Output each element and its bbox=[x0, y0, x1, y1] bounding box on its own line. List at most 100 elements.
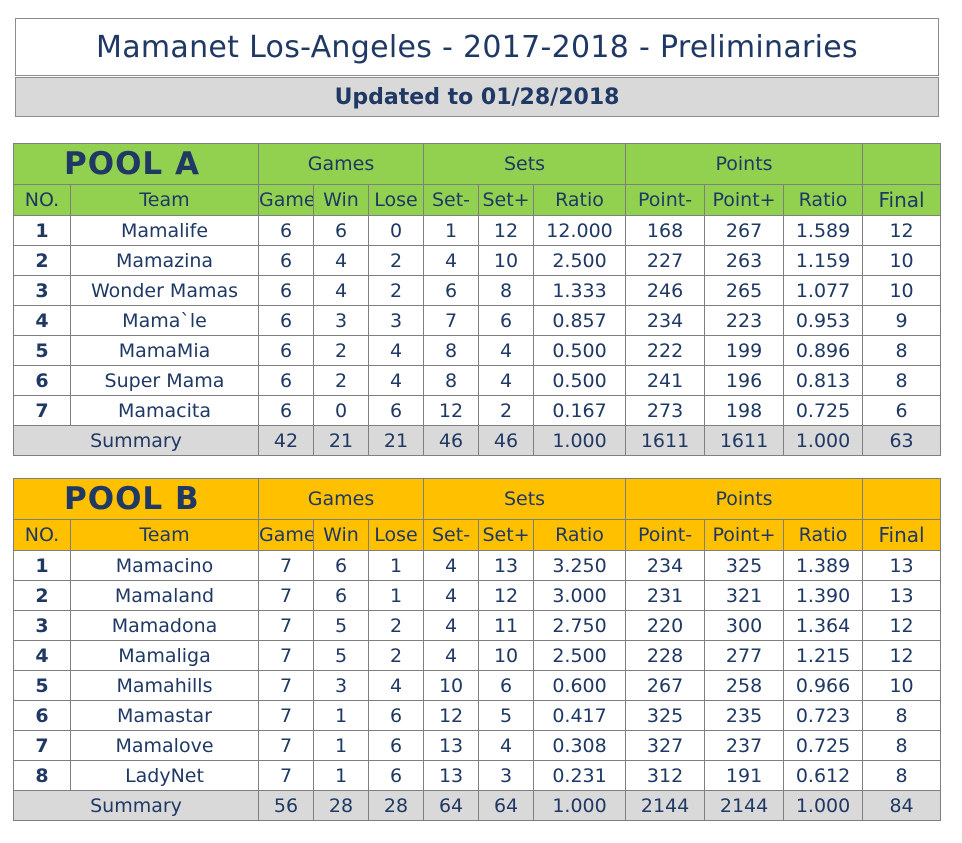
cell-win: 4 bbox=[313, 275, 369, 306]
cell-team: Super Mama bbox=[70, 365, 259, 396]
column-header-game: Game bbox=[258, 184, 314, 216]
cell-set-plus: 4 bbox=[478, 365, 535, 396]
cell-lose: 0 bbox=[367, 215, 425, 246]
table-row: 2 Mamazina 6 4 2 4 10 2.500 227 263 1.159 10 bbox=[13, 245, 942, 276]
cell-set-plus: 10 bbox=[478, 640, 535, 671]
cell-point-minus: 234 bbox=[625, 305, 706, 336]
column-header-final: Final bbox=[862, 184, 942, 216]
column-header-point-minus: Point- bbox=[625, 184, 706, 216]
cell-point-plus: 321 bbox=[704, 580, 785, 611]
cell-team: MamaMia bbox=[70, 335, 259, 366]
sets-group-header: Sets bbox=[423, 143, 627, 185]
cell-set-minus: 13 bbox=[423, 730, 480, 761]
cell-set-minus: 4 bbox=[423, 640, 480, 671]
cell-lose: 6 bbox=[368, 700, 425, 731]
summary-cell-point-ratio: 1.000 bbox=[783, 790, 864, 821]
cell-point-minus: 327 bbox=[625, 730, 706, 761]
column-header-final: Final bbox=[862, 519, 942, 551]
cell-set-minus: 8 bbox=[423, 335, 480, 366]
cell-game: 7 bbox=[258, 760, 315, 791]
summary-cell-set-ratio: 1.000 bbox=[533, 790, 627, 821]
cell-no: 1 bbox=[13, 550, 71, 581]
cell-no: 3 bbox=[13, 610, 71, 641]
table-row: 1 Mamacino 7 6 1 4 13 3.250 234 325 1.389 13 bbox=[13, 550, 942, 581]
cell-point-ratio: 1.390 bbox=[783, 580, 864, 611]
cell-point-minus: 312 bbox=[625, 760, 706, 791]
cell-win: 2 bbox=[313, 335, 369, 366]
column-header-row: NO. Team Game Win Lose Set- Set+ Ratio Point- Poi… bbox=[13, 519, 942, 551]
summary-cell-set-minus: 64 bbox=[423, 790, 480, 821]
cell-point-ratio: 0.953 bbox=[783, 305, 864, 336]
cell-point-plus: 277 bbox=[704, 640, 785, 671]
cell-final: 6 bbox=[862, 395, 942, 426]
column-header-set-ratio: Ratio bbox=[533, 519, 627, 551]
column-header-no: NO. bbox=[13, 519, 71, 551]
cell-point-plus: 325 bbox=[704, 550, 785, 581]
cell-set-ratio: 2.750 bbox=[533, 610, 627, 641]
cell-point-plus: 196 bbox=[704, 365, 785, 396]
cell-game: 6 bbox=[258, 365, 314, 396]
table-row: 5 Mamahills 7 3 4 10 6 0.600 267 258 0.966 10 bbox=[13, 670, 942, 701]
cell-point-ratio: 1.159 bbox=[783, 245, 864, 276]
cell-set-minus: 12 bbox=[423, 395, 480, 426]
group-header-row: POOL A Games Sets Points bbox=[13, 143, 942, 185]
cell-point-minus: 227 bbox=[625, 245, 706, 276]
cell-lose: 2 bbox=[368, 640, 425, 671]
cell-game: 7 bbox=[258, 670, 315, 701]
cell-set-ratio: 0.500 bbox=[533, 335, 627, 366]
cell-point-ratio: 0.966 bbox=[783, 670, 864, 701]
summary-cell-final: 84 bbox=[862, 790, 942, 821]
cell-game: 7 bbox=[258, 730, 315, 761]
cell-point-plus: 235 bbox=[704, 700, 785, 731]
cell-set-minus: 7 bbox=[423, 305, 480, 336]
games-group-header: Games bbox=[258, 478, 425, 520]
column-header-set-minus: Set- bbox=[423, 519, 480, 551]
cell-game: 7 bbox=[258, 610, 315, 641]
cell-set-ratio: 0.167 bbox=[533, 395, 627, 426]
table-row: 6 Mamastar 7 1 6 12 5 0.417 325 235 0.723 8 bbox=[13, 700, 942, 731]
cell-set-ratio: 0.308 bbox=[533, 730, 627, 761]
cell-set-minus: 4 bbox=[423, 245, 480, 276]
cell-no: 5 bbox=[13, 335, 71, 366]
cell-game: 6 bbox=[258, 335, 314, 366]
cell-no: 6 bbox=[13, 700, 71, 731]
cell-point-plus: 300 bbox=[704, 610, 785, 641]
cell-point-ratio: 1.389 bbox=[783, 550, 864, 581]
cell-game: 6 bbox=[258, 245, 314, 276]
summary-cell-set-plus: 46 bbox=[478, 425, 535, 456]
cell-final: 10 bbox=[862, 670, 942, 701]
cell-win: 1 bbox=[313, 700, 370, 731]
cell-set-minus: 1 bbox=[423, 215, 480, 246]
cell-no: 6 bbox=[13, 365, 71, 396]
cell-set-minus: 12 bbox=[423, 700, 480, 731]
cell-set-plus: 12 bbox=[478, 580, 535, 611]
table-row: 3 Wonder Mamas 6 4 2 6 8 1.333 246 265 1.077 10 bbox=[13, 275, 942, 306]
cell-team: Mamacita bbox=[70, 395, 259, 426]
cell-set-ratio: 0.417 bbox=[533, 700, 627, 731]
cell-no: 2 bbox=[13, 580, 71, 611]
cell-point-minus: 241 bbox=[625, 365, 706, 396]
cell-point-plus: 199 bbox=[704, 335, 785, 366]
cell-final: 12 bbox=[862, 610, 942, 641]
cell-set-plus: 4 bbox=[478, 730, 535, 761]
table-row: 3 Mamadona 7 5 2 4 11 2.750 220 300 1.364 12 bbox=[13, 610, 942, 641]
cell-win: 4 bbox=[313, 245, 369, 276]
cell-team: Mamalove bbox=[69, 730, 260, 761]
cell-point-plus: 237 bbox=[704, 730, 785, 761]
cell-point-ratio: 1.077 bbox=[783, 275, 864, 306]
cell-final: 10 bbox=[862, 245, 942, 276]
cell-final: 8 bbox=[862, 700, 942, 731]
summary-label: Summary bbox=[13, 425, 259, 456]
pool-title: POOL B bbox=[12, 478, 260, 520]
column-header-row: NO. Team Game Win Lose Set- Set+ Ratio Point- Poi… bbox=[13, 184, 942, 216]
cell-lose: 6 bbox=[368, 730, 425, 761]
games-group-header: Games bbox=[257, 143, 425, 185]
cell-point-ratio: 0.612 bbox=[783, 760, 864, 791]
cell-set-minus: 4 bbox=[423, 580, 480, 611]
summary-label: Summary bbox=[12, 790, 260, 821]
cell-win: 3 bbox=[313, 670, 370, 701]
table-row: 7 Mamalove 7 1 6 13 4 0.308 327 237 0.725 8 bbox=[13, 730, 942, 761]
table-row: 4 Mama`le 6 3 3 7 6 0.857 234 223 0.953 9 bbox=[13, 305, 942, 336]
cell-team: Mamacino bbox=[69, 550, 260, 581]
summary-cell-game: 56 bbox=[258, 790, 315, 821]
